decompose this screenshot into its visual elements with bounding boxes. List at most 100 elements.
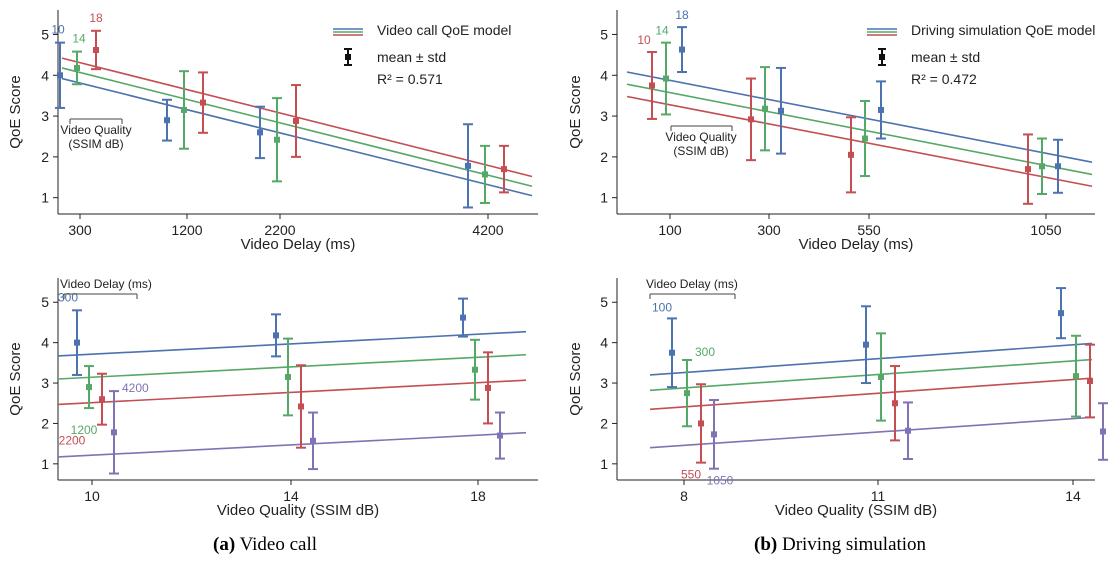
group-label-title: Video Quality	[60, 123, 131, 137]
mean-marker	[748, 116, 754, 123]
chart-driving-quality: 1 2 3 4 5 8 11 14 Video Quality (SSIM dB) QoE Sco…	[567, 277, 1108, 519]
mean-marker	[1058, 310, 1064, 317]
y-tick-label: 3	[41, 108, 49, 124]
y-tick-label: 3	[41, 375, 49, 391]
model-line-14	[626, 83, 1093, 176]
series-label-4200: 4200	[122, 381, 149, 395]
legend-mean-marker	[345, 54, 351, 60]
series-label-14: 14	[72, 32, 86, 46]
series-label-550: 550	[681, 468, 701, 482]
series-label-10: 10	[637, 33, 651, 47]
model-line-4200	[57, 431, 527, 458]
mean-marker	[778, 107, 784, 114]
mean-marker	[310, 437, 316, 444]
x-tick-label: 4200	[472, 222, 503, 238]
legend-model-label: Driving simulation QoE model	[911, 22, 1095, 38]
series-label-100: 100	[652, 300, 672, 314]
mean-marker	[905, 427, 911, 434]
mean-marker	[848, 151, 854, 158]
y-axis-label: QoE Score	[567, 342, 584, 415]
mean-marker	[181, 106, 187, 113]
legend-errbar-label: mean ± std	[377, 49, 446, 65]
caption-a-text: Video call	[239, 534, 318, 555]
mean-marker	[684, 390, 690, 397]
mean-marker	[762, 105, 768, 112]
mean-marker	[663, 75, 669, 82]
x-tick-label: 1200	[171, 222, 202, 238]
mean-marker	[497, 432, 503, 439]
mean-marker	[863, 341, 869, 348]
mean-marker	[862, 135, 868, 142]
x-tick-label: 300	[68, 222, 92, 238]
x-tick-label: 14	[283, 488, 299, 504]
mean-marker	[679, 46, 685, 53]
caption-a-tag: (a)	[213, 534, 236, 555]
mean-marker	[111, 429, 117, 436]
mean-marker	[99, 396, 105, 403]
y-tick-label: 2	[600, 149, 608, 165]
series-label-14: 14	[655, 24, 669, 38]
y-tick-label: 5	[41, 294, 49, 310]
model-line-300	[649, 358, 1093, 392]
legend-r2: R² = 0.571	[377, 71, 443, 87]
y-tick-label: 1	[41, 190, 49, 206]
model-line-100	[649, 342, 1093, 376]
legend-mean-marker	[879, 54, 885, 60]
y-tick-label: 4	[600, 335, 608, 351]
group-label-title: Video Delay (ms)	[60, 277, 152, 291]
model-line-1050	[649, 416, 1093, 449]
chart-video-call-quality: 1 2 3 4 5 10 14 18 Video Quality (SSIM dB) QoE Sc…	[7, 277, 538, 519]
series-label-300: 300	[695, 345, 715, 359]
mean-marker	[93, 46, 99, 53]
y-axis-label: QoE Score	[567, 75, 584, 148]
group-label-title: Video Quality	[665, 130, 736, 144]
group-label-subtitle: (SSIM dB)	[68, 137, 123, 151]
mean-marker	[472, 366, 478, 373]
x-tick-label: 550	[857, 222, 881, 238]
mean-marker	[1039, 163, 1045, 170]
model-line-1200	[57, 353, 527, 380]
mean-marker	[74, 339, 80, 346]
y-tick-label: 1	[41, 456, 49, 472]
mean-marker	[649, 82, 655, 89]
mean-marker	[669, 349, 675, 356]
y-tick-label: 2	[41, 415, 49, 431]
y-axis-label: QoE Score	[7, 75, 24, 148]
mean-marker	[1073, 373, 1079, 380]
mean-marker	[1087, 378, 1093, 385]
y-tick-label: 2	[41, 149, 49, 165]
model-line-300	[57, 330, 527, 357]
y-tick-label: 5	[41, 26, 49, 42]
x-tick-label: 10	[84, 488, 100, 504]
chart-video-call-delay: 1 2 3 4 5 300 1200 2200 4200 Video Delay (ms) QoE …	[7, 10, 538, 253]
mean-marker	[273, 332, 279, 339]
mean-marker	[257, 129, 263, 136]
caption-b-tag: (b)	[754, 534, 778, 555]
caption-b-text: Driving simulation	[781, 534, 927, 555]
x-tick-label: 8	[680, 488, 688, 504]
y-axis-label: QoE Score	[7, 342, 24, 415]
group-label-title: Video Delay (ms)	[646, 277, 738, 291]
mean-marker	[86, 384, 92, 391]
y-tick-label: 5	[600, 294, 608, 310]
mean-marker	[293, 117, 299, 124]
x-tick-label: 1050	[1030, 222, 1061, 238]
mean-marker	[1055, 163, 1061, 170]
chart-driving-delay: 1 2 3 4 5 100 300 550 1050 Video Delay (ms) QoE Sc…	[567, 8, 1095, 253]
model-line-2200	[57, 379, 527, 406]
y-tick-label: 3	[600, 108, 608, 124]
mean-marker	[57, 72, 63, 79]
model-line-18	[626, 71, 1093, 163]
y-tick-label: 4	[41, 67, 49, 83]
x-tick-label: 18	[470, 488, 486, 504]
mean-marker	[1025, 166, 1031, 173]
series-label-1050: 1050	[707, 474, 734, 488]
mean-marker	[482, 171, 488, 178]
x-tick-label: 100	[658, 222, 682, 238]
group-label-subtitle: (SSIM dB)	[673, 144, 728, 158]
legend-model-label: Video call QoE model	[377, 22, 511, 38]
series-label-18: 18	[89, 11, 103, 25]
model-line-550	[649, 377, 1093, 411]
series-label-18: 18	[675, 8, 689, 22]
legend-errbar-label: mean ± std	[911, 49, 980, 65]
